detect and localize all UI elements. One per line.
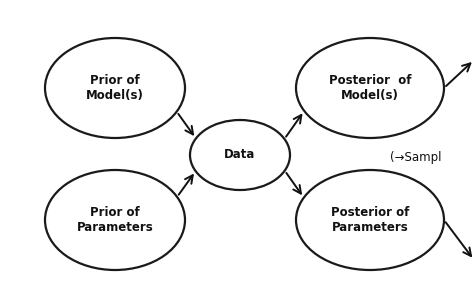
Text: Prior of
Model(s): Prior of Model(s) — [86, 74, 144, 102]
Text: Prior of
Parameters: Prior of Parameters — [77, 206, 154, 234]
Ellipse shape — [190, 120, 290, 190]
Text: (→Sampl: (→Sampl — [390, 152, 441, 164]
Ellipse shape — [45, 170, 185, 270]
Ellipse shape — [296, 170, 444, 270]
Ellipse shape — [45, 38, 185, 138]
Text: Data: Data — [224, 148, 255, 162]
Text: Posterior of
Parameters: Posterior of Parameters — [331, 206, 409, 234]
Text: Posterior  of
Model(s): Posterior of Model(s) — [329, 74, 411, 102]
Ellipse shape — [296, 38, 444, 138]
